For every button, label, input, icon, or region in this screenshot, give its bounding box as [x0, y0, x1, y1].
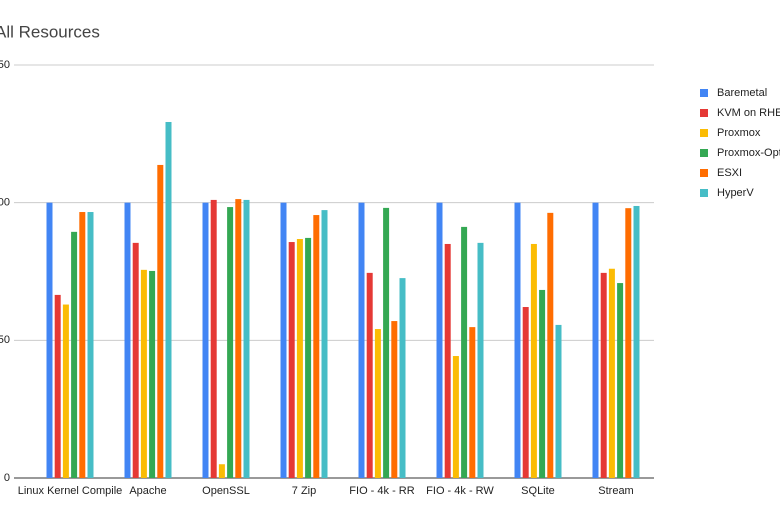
bar [444, 243, 451, 478]
bar [132, 242, 139, 478]
legend-swatch [700, 109, 708, 117]
bar [321, 210, 328, 479]
legend-label: Proxmox-Optimized [717, 147, 780, 159]
y-tick-label: 150 [0, 59, 10, 71]
bar [366, 272, 373, 478]
bar [218, 464, 225, 478]
bar [547, 212, 554, 478]
legend-label: HyperV [717, 187, 754, 199]
bar [79, 212, 86, 478]
bar [539, 289, 546, 478]
x-tick-label: SQLite [521, 485, 555, 497]
bar [157, 164, 164, 479]
bar [71, 231, 78, 478]
bar [514, 202, 521, 478]
x-tick-label: Linux Kernel Compile [18, 485, 123, 497]
x-tick-label: Stream [598, 485, 633, 497]
bar [243, 199, 250, 478]
bar [210, 199, 217, 478]
bar [530, 243, 537, 478]
bar [149, 270, 156, 478]
bar [522, 307, 529, 478]
legend-swatch [700, 89, 708, 97]
bar [358, 202, 365, 478]
legend-swatch [700, 169, 708, 177]
legend-swatch [700, 189, 708, 197]
bar [477, 242, 484, 478]
bar [555, 324, 562, 478]
bar [280, 202, 287, 478]
bar [452, 356, 459, 478]
bar [592, 202, 599, 478]
bar [227, 207, 234, 478]
bar [625, 208, 632, 478]
y-tick-label: 50 [0, 334, 10, 346]
legend-label: KVM on RHEL [717, 107, 780, 119]
bar [140, 269, 147, 478]
bar [54, 294, 61, 478]
x-tick-label: FIO - 4k - RW [426, 485, 494, 497]
y-tick-label: 0 [4, 472, 10, 484]
bar [374, 329, 381, 478]
legend-swatch [700, 149, 708, 157]
y-tick-label: 100 [0, 197, 10, 209]
bar [305, 237, 312, 478]
legend-swatch [700, 129, 708, 137]
bar [296, 239, 303, 478]
bar [600, 272, 607, 478]
chart-title: All Resources [0, 22, 100, 41]
bar [87, 212, 94, 478]
bar [235, 199, 242, 478]
bar [62, 304, 69, 478]
bar [313, 215, 320, 478]
bar [608, 268, 615, 478]
bar [399, 278, 406, 478]
x-tick-label: 7 Zip [292, 485, 316, 497]
legend-label: Proxmox [717, 127, 761, 139]
bar [469, 327, 476, 478]
bar [124, 202, 131, 478]
x-tick-label: FIO - 4k - RR [349, 485, 414, 497]
bar [46, 202, 53, 478]
legend-label: ESXI [717, 167, 742, 179]
bar [383, 207, 390, 478]
x-tick-label: Apache [129, 485, 166, 497]
bar [391, 321, 398, 478]
bar [436, 202, 443, 478]
bar [617, 283, 624, 478]
bar [633, 205, 640, 478]
bar [165, 121, 172, 478]
legend-label: Baremetal [717, 87, 767, 99]
x-tick-label: OpenSSL [202, 485, 250, 497]
bar [202, 202, 209, 478]
bar [288, 242, 295, 478]
bar [461, 226, 468, 478]
